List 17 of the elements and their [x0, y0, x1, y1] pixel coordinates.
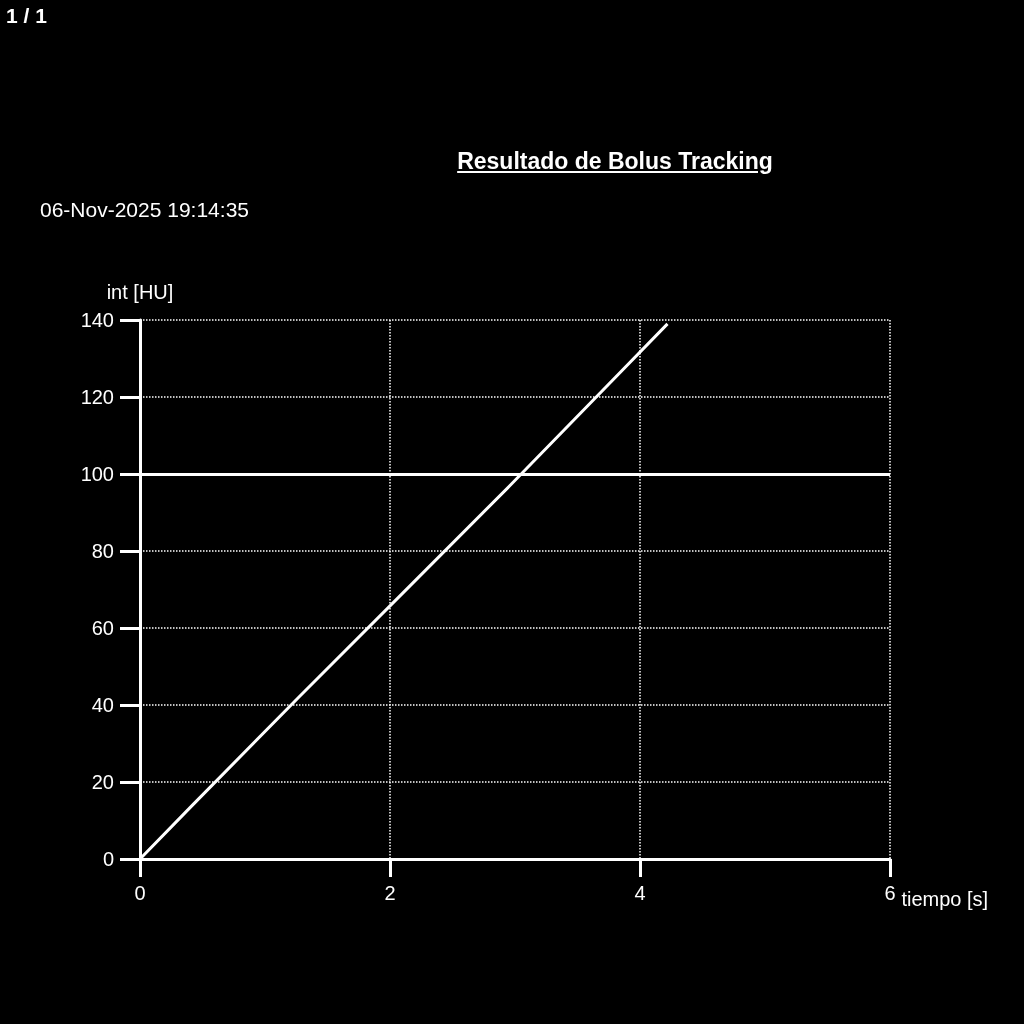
y-tick-label: 120: [80, 386, 114, 408]
x-tick-label: 4: [634, 882, 646, 904]
y-tick-label: 60: [91, 617, 114, 639]
chart-subtitle: 06-Nov-2025 19:14:35: [40, 198, 249, 222]
x-axis-title: tiempo [s]: [901, 888, 989, 910]
y-tick-label: 20: [91, 771, 114, 793]
y-tick-label: 140: [80, 309, 114, 331]
y-tick-label: 40: [91, 694, 114, 716]
x-tick-label: 2: [384, 882, 396, 904]
y-tick-label: 0: [102, 848, 114, 870]
y-tick-label: 100: [80, 463, 114, 485]
y-axis-title: int [HU]: [106, 281, 174, 303]
text: 1 / 1: [6, 4, 47, 28]
x-tick-label: 0: [134, 882, 146, 904]
x-tick-label: 6: [884, 882, 896, 904]
chart-title: Resultado de Bolus Tracking: [457, 148, 773, 175]
y-tick-label: 80: [91, 540, 114, 562]
